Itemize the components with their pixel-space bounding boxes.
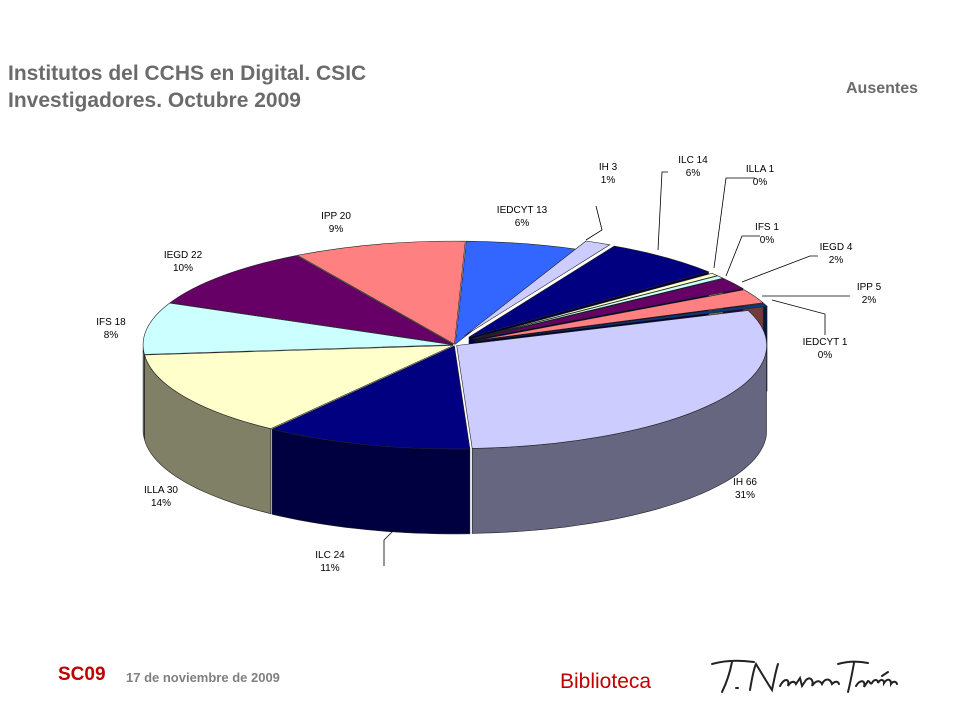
slice-label-1: IH 3 1% <box>599 162 618 186</box>
pie-slice-iedcyt-1-ausentes <box>475 303 768 342</box>
chart-title-line1: Institutos del CCHS en Digital. CSIC <box>8 62 367 85</box>
pie-slice-ifs-18 <box>142 302 454 355</box>
slice-label-9: ILC 24 11% <box>315 550 345 574</box>
leader-line-3 <box>713 177 755 269</box>
signature-image <box>711 659 898 693</box>
chart-title-line2: Investigadores. Octubre 2009 <box>8 89 301 112</box>
slice-label-name-7: IEDCYT 1 <box>803 337 848 348</box>
slice-label-percent-3: 0% <box>753 177 768 188</box>
pie-slice-iegd-22 <box>169 255 454 345</box>
slice-label-13: IPP 20 9% <box>321 211 351 235</box>
slice-label-percent-11: 8% <box>104 330 119 341</box>
slice-label-name-5: IEGD 4 <box>820 242 853 253</box>
pie-slice-iegd-4-ausentes <box>473 278 744 340</box>
slice-label-percent-6: 2% <box>862 295 877 306</box>
slice-labels: IEDCYT 13 6% IH 3 1% ILC 14 6% ILLA 1 0% IFS 1 0%… <box>96 155 881 574</box>
leader-line-2 <box>657 171 668 251</box>
slice-label-name-11: IFS 18 <box>96 317 126 328</box>
pie-slice-ipp-20 <box>296 240 466 345</box>
pie-slice-ipp-5-ausentes <box>474 289 764 341</box>
slice-label-percent-4: 0% <box>760 235 775 246</box>
pie-slice-ih-3-ausentes <box>464 240 611 337</box>
slice-label-percent-7: 0% <box>818 350 833 361</box>
slice-label-3: ILLA 1 0% <box>746 164 775 188</box>
footer-code: SC09 <box>58 664 106 685</box>
slice-label-name-4: IFS 1 <box>755 222 779 233</box>
slice-label-0: IEDCYT 13 6% <box>497 205 548 229</box>
slice-label-4: IFS 1 0% <box>755 222 779 246</box>
leader-line-9 <box>383 529 395 566</box>
pie-slice-illa-30 <box>144 345 454 430</box>
slice-label-name-2: ILC 14 <box>678 155 708 166</box>
slice-label-percent-9: 11% <box>320 563 339 574</box>
slice-label-name-9: ILC 24 <box>315 550 345 561</box>
slice-label-10: ILLA 30 14% <box>144 485 178 509</box>
slice-label-5: IEGD 4 2% <box>820 242 853 266</box>
slice-label-percent-2: 6% <box>686 168 701 179</box>
slice-label-percent-0: 6% <box>515 218 530 229</box>
slice-label-11: IFS 18 8% <box>96 317 126 341</box>
slice-label-percent-8: 31% <box>735 490 755 501</box>
leader-line-7 <box>771 299 826 335</box>
slice-label-name-8: IH 66 <box>733 477 757 488</box>
pie-slice-ilc-24 <box>271 345 471 450</box>
pie-slice-ilc-14-ausentes <box>468 245 710 338</box>
slice-label-8: IH 66 31% <box>733 477 757 501</box>
slice-label-name-13: IPP 20 <box>321 211 351 222</box>
slice-label-percent-5: 2% <box>829 255 844 266</box>
chart-title: Institutos del CCHS en Digital. CSIC Inv… <box>8 60 366 114</box>
leader-line-5 <box>741 255 818 283</box>
slice-label-name-3: ILLA 1 <box>746 164 775 175</box>
slice-label-name-0: IEDCYT 13 <box>497 205 548 216</box>
slice-label-percent-12: 10% <box>173 263 193 274</box>
slice-label-2: ILC 14 6% <box>678 155 708 179</box>
slice-label-6: IPP 5 2% <box>857 282 882 306</box>
slice-label-name-6: IPP 5 <box>857 282 882 293</box>
pie-slice-ih-66 <box>456 310 767 449</box>
slice-label-percent-1: 1% <box>601 175 616 186</box>
slice-label-name-12: IEGD 22 <box>164 250 203 261</box>
slice-label-12: IEGD 22 10% <box>164 250 203 274</box>
slice-label-7: IEDCYT 1 0% <box>803 337 848 361</box>
slice-label-name-1: IH 3 <box>599 162 618 173</box>
leader-lines <box>383 171 850 566</box>
footer-date: 17 de noviembre de 2009 <box>126 670 280 685</box>
pie-side-11 <box>142 347 145 440</box>
footer-department: Biblioteca <box>560 670 652 693</box>
pie-slice-ifs-1-ausentes <box>472 275 724 340</box>
slice-label-percent-13: 9% <box>329 224 344 235</box>
slice-label-percent-10: 14% <box>151 498 171 509</box>
slice-label-name-10: ILLA 30 <box>144 485 178 496</box>
group-label-ausentes: Ausentes <box>846 80 919 97</box>
leader-line-4 <box>725 235 760 277</box>
leader-line-1 <box>585 205 603 241</box>
pie-slices <box>142 240 768 450</box>
